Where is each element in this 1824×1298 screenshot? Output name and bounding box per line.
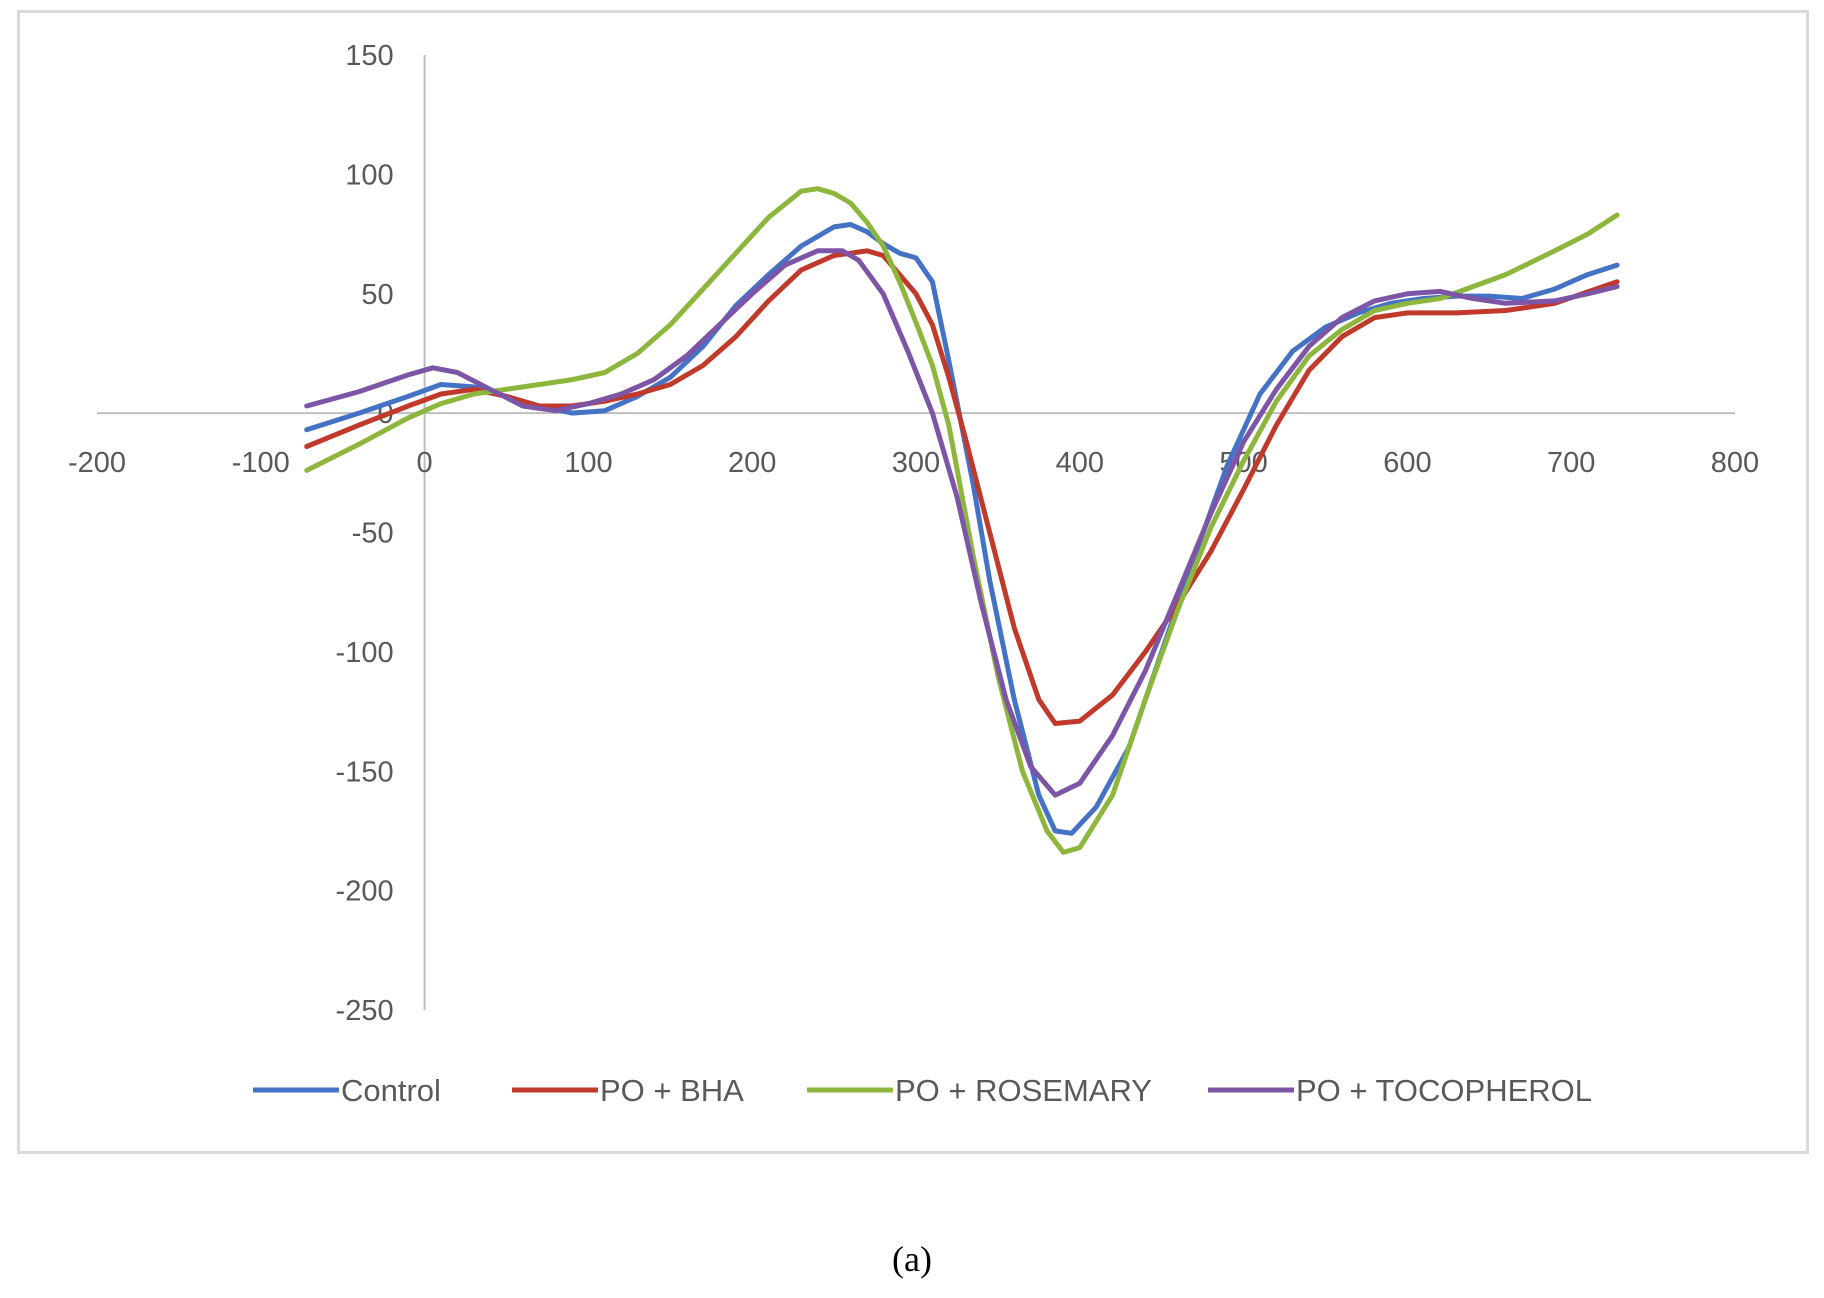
- legend-label: Control: [341, 1073, 441, 1108]
- x-tick-label: -100: [232, 447, 290, 479]
- y-tick-label: -200: [336, 876, 394, 908]
- y-tick-label: 100: [345, 159, 393, 191]
- series-lines: [304, 186, 1620, 855]
- x-tick-label: 700: [1547, 447, 1595, 479]
- x-tick-label: 600: [1383, 447, 1431, 479]
- y-tick-label: -250: [336, 995, 394, 1027]
- x-tick-label: 200: [728, 447, 776, 479]
- y-tick-label: -100: [336, 637, 394, 669]
- legend-label: PO + ROSEMARY: [895, 1073, 1152, 1108]
- x-tick-label: 100: [564, 447, 612, 479]
- x-tick-label: 400: [1056, 447, 1104, 479]
- y-tick-label: -150: [336, 756, 394, 788]
- legend: Control PO + BHA PO + ROSEMARY PO + TOCOPHE…: [253, 1073, 1592, 1108]
- tick-labels: -200 -100 0 100 200 300 400 500 600 700 8001501005…: [68, 40, 1759, 1027]
- y-tick-label: 150: [345, 40, 393, 72]
- y-tick-label: -50: [352, 518, 394, 550]
- axes-layer: [97, 55, 1735, 1010]
- x-tick-label: -200: [68, 447, 126, 479]
- x-tick-label: 0: [417, 447, 433, 479]
- chart-svg: -200 -100 0 100 200 300 400 500 600 700 8001501005…: [68, 40, 1759, 1108]
- legend-label: PO + TOCOPHEROL: [1296, 1073, 1592, 1108]
- figure-caption: (a): [892, 1239, 932, 1279]
- y-tick-label: 50: [361, 279, 393, 311]
- series-line-po-tocopherol: [304, 248, 1620, 798]
- x-tick-label: 800: [1711, 447, 1759, 479]
- chart-frame: -200 -100 0 100 200 300 400 500 600 700 800 150 100 5…: [17, 10, 1809, 1154]
- x-tick-label: 300: [892, 447, 940, 479]
- series-line-po-rosemary: [304, 186, 1620, 855]
- legend-label: PO + BHA: [600, 1073, 744, 1108]
